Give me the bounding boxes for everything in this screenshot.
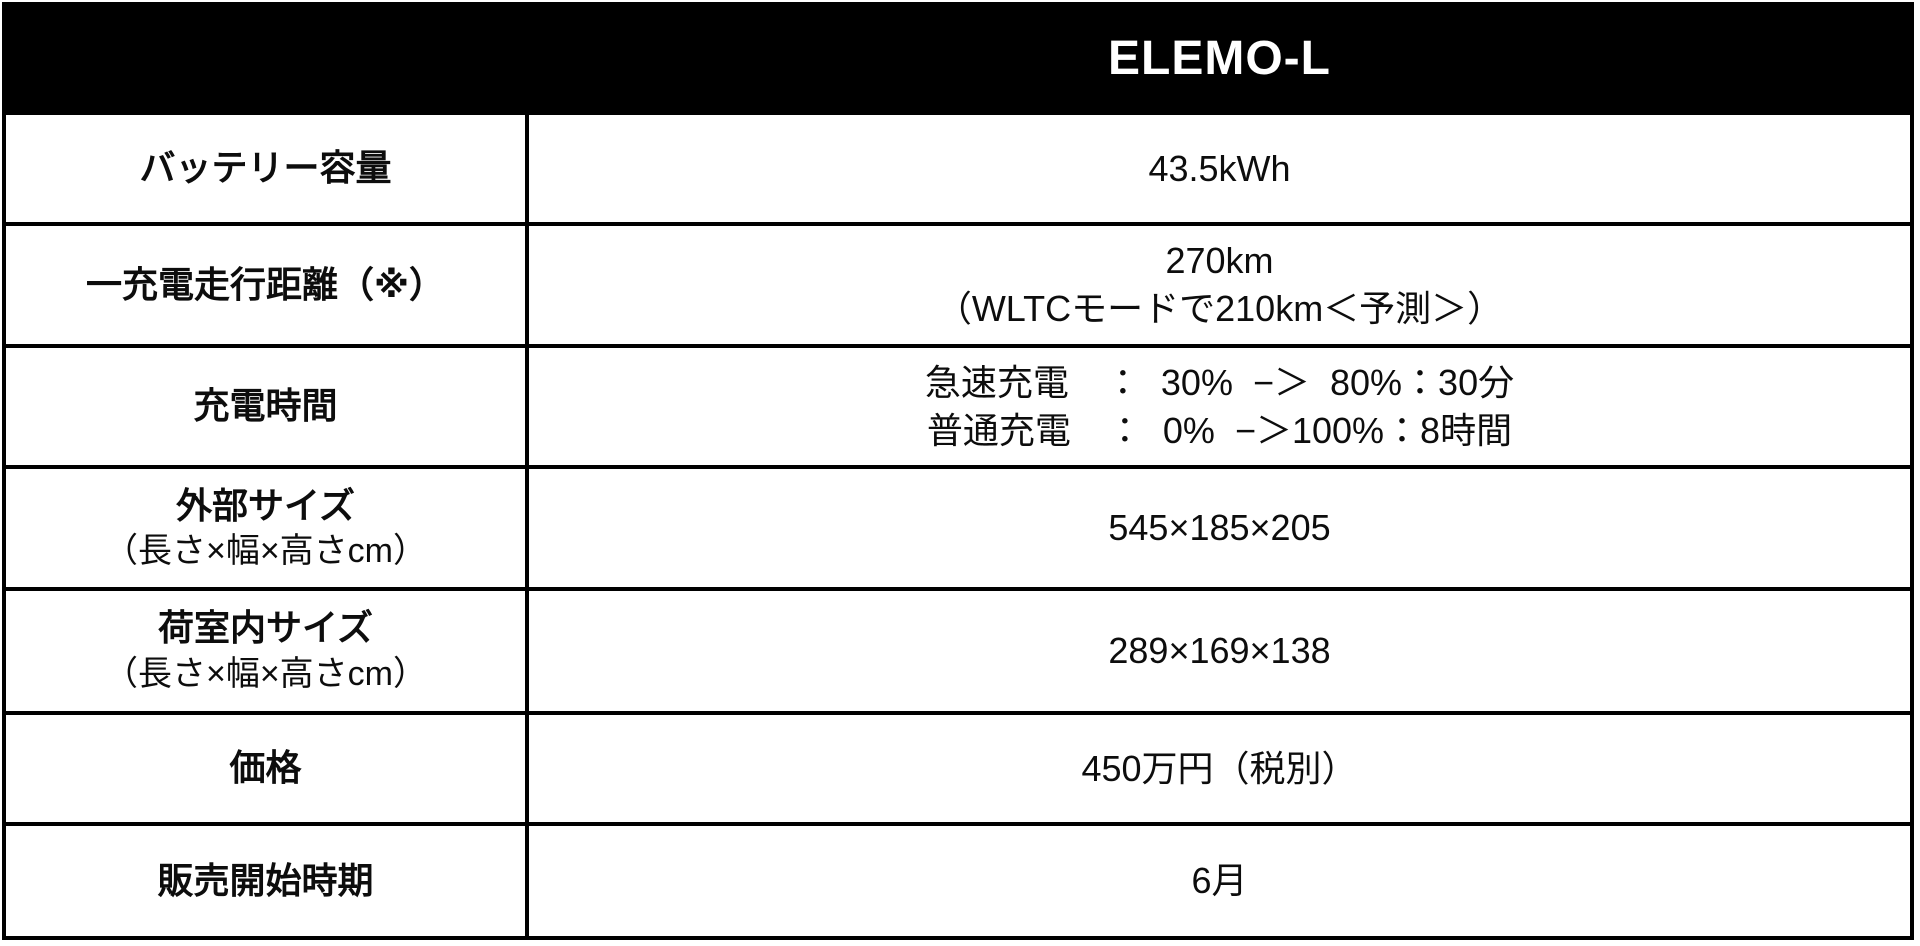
spec-row-value-line: 普通充電 ： 0% −＞100%：8時間 bbox=[926, 409, 1513, 451]
spec-table-row: 販売開始時期 6月 bbox=[2, 822, 1914, 940]
spec-row-label: 価格 bbox=[2, 710, 529, 827]
spec-row-value-line: 289×169×138 bbox=[1108, 630, 1331, 672]
spec-row-value-line: 450万円（税別） bbox=[1081, 747, 1358, 789]
spec-table-body: バッテリー容量 43.5kWh 一充電走行距離（※） 270km （WLTCモードで21… bbox=[2, 111, 1914, 940]
spec-row-label-text: 一充電走行距離（※） bbox=[86, 263, 445, 305]
spec-row-label-subtext: （長さ×幅×高さcm） bbox=[103, 532, 428, 571]
spec-row-value: 545×185×205 bbox=[525, 465, 1914, 591]
spec-table-row: 外部サイズ （長さ×幅×高さcm） 545×185×205 bbox=[2, 465, 1914, 591]
spec-table-header-row: ELEMO-L bbox=[2, 2, 1914, 115]
spec-row-label: 販売開始時期 bbox=[2, 822, 529, 940]
spec-row-value-line: （WLTCモードで210km＜予測＞） bbox=[935, 287, 1504, 329]
spec-row-value-line: 急速充電 ： 30% −＞ 80%：30分 bbox=[924, 362, 1515, 404]
spec-table-row: 一充電走行距離（※） 270km （WLTCモードで210km＜予測＞） bbox=[2, 221, 1914, 349]
spec-row-value-line: 6月 bbox=[1191, 860, 1248, 902]
spec-table-row: 荷室内サイズ （長さ×幅×高さcm） 289×169×138 bbox=[2, 586, 1914, 715]
product-name-header: ELEMO-L bbox=[525, 2, 1914, 115]
spec-row-label-text: 販売開始時期 bbox=[157, 859, 374, 901]
spec-row-value: 289×169×138 bbox=[525, 586, 1914, 715]
spec-row-label-text: 価格 bbox=[229, 747, 302, 789]
spec-row-value: 270km （WLTCモードで210km＜予測＞） bbox=[525, 221, 1914, 349]
spec-table-row: バッテリー容量 43.5kWh bbox=[2, 111, 1914, 226]
header-empty-cell bbox=[2, 2, 529, 115]
spec-row-value: 6月 bbox=[525, 822, 1914, 940]
spec-row-value-line: 270km bbox=[1165, 240, 1274, 282]
spec-row-value-line: 545×185×205 bbox=[1108, 507, 1331, 549]
spec-row-label-text: 荷室内サイズ bbox=[158, 607, 373, 649]
spec-table-row: 充電時間 急速充電 ： 30% −＞ 80%：30分 普通充電 ： 0% −＞100… bbox=[2, 344, 1914, 470]
spec-row-value: 450万円（税別） bbox=[525, 710, 1914, 827]
spec-row-label-text: 外部サイズ bbox=[176, 484, 355, 526]
spec-row-label-subtext: （長さ×幅×高さcm） bbox=[103, 655, 428, 694]
spec-row-label: 外部サイズ （長さ×幅×高さcm） bbox=[2, 465, 529, 591]
spec-row-label: 一充電走行距離（※） bbox=[2, 221, 529, 349]
spec-row-label-text: バッテリー容量 bbox=[139, 146, 392, 188]
spec-row-value-line: 43.5kWh bbox=[1148, 147, 1291, 189]
spec-row-label: 充電時間 bbox=[2, 344, 529, 470]
spec-row-label: 荷室内サイズ （長さ×幅×高さcm） bbox=[2, 586, 529, 715]
spec-row-value: 43.5kWh bbox=[525, 111, 1914, 226]
spec-row-label: バッテリー容量 bbox=[2, 111, 529, 226]
spec-row-label-text: 充電時間 bbox=[193, 385, 338, 427]
spec-table-row: 価格 450万円（税別） bbox=[2, 710, 1914, 827]
spec-row-value: 急速充電 ： 30% −＞ 80%：30分 普通充電 ： 0% −＞100%：8時… bbox=[525, 344, 1914, 470]
